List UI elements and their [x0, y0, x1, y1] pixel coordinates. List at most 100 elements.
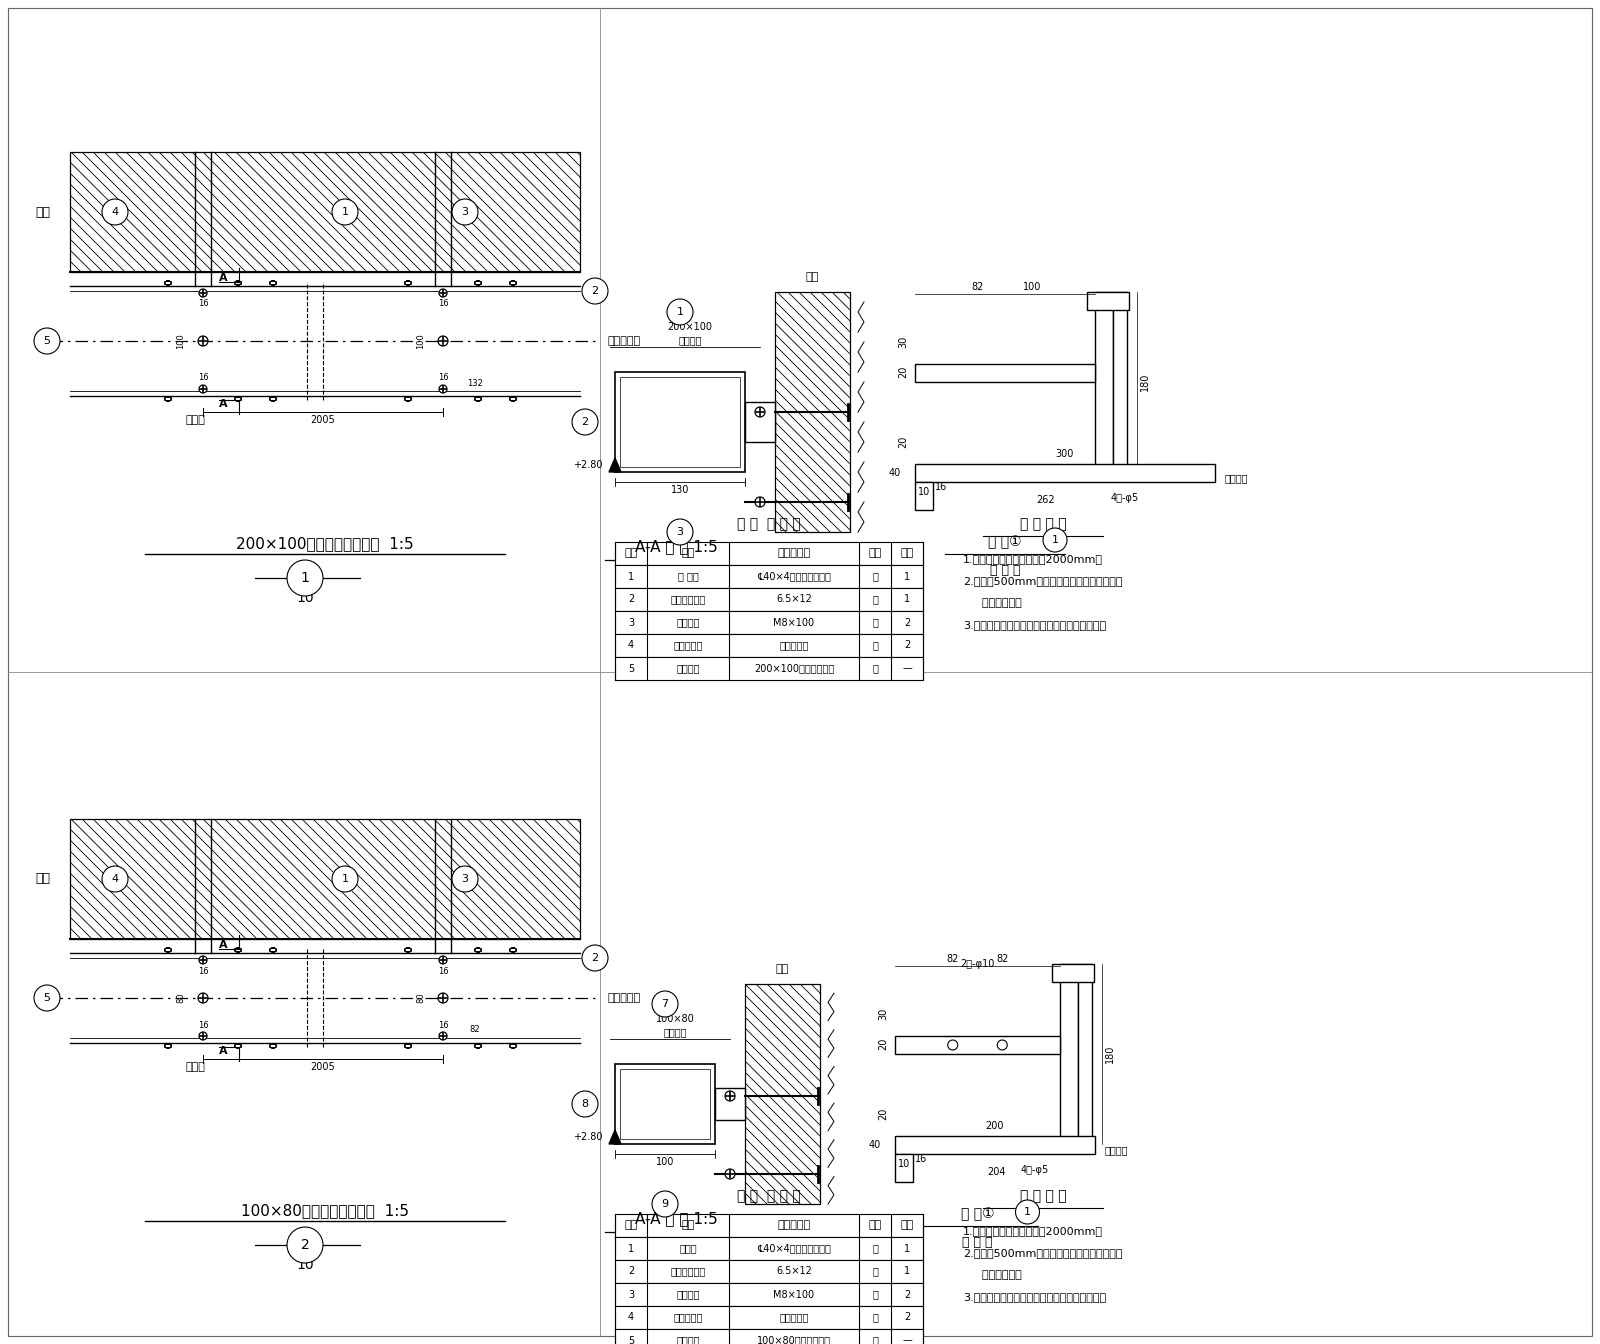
Text: 30: 30 [898, 336, 909, 348]
Circle shape [1043, 528, 1067, 552]
Bar [614, 1064, 715, 1144]
Text: 单位: 单位 [869, 548, 882, 559]
Circle shape [438, 956, 446, 964]
Text: 100×80（镶锌板制）: 100×80（镶锌板制） [757, 1336, 830, 1344]
Text: 个: 个 [872, 1313, 878, 1322]
Circle shape [34, 985, 61, 1011]
Text: 4孔-φ5: 4孔-φ5 [1110, 493, 1139, 503]
Text: 4: 4 [627, 1313, 634, 1322]
Text: 加装悬臂架。: 加装悬臂架。 [974, 598, 1022, 607]
Text: 16: 16 [438, 374, 448, 383]
Text: 2: 2 [627, 594, 634, 605]
Bar [1086, 292, 1130, 310]
Text: 金属线槽: 金属线槽 [677, 664, 699, 673]
Text: 3: 3 [461, 207, 469, 216]
Circle shape [198, 289, 206, 297]
Text: 1.直线段悬臂架安裁间距为2000mm。: 1.直线段悬臂架安裁间距为2000mm。 [963, 1226, 1102, 1236]
Text: 5: 5 [43, 336, 51, 345]
Text: 膨锁螺栓: 膨锁螺栓 [677, 617, 699, 628]
Circle shape [198, 956, 206, 964]
Text: 6.5×12: 6.5×12 [776, 1266, 811, 1277]
Circle shape [34, 328, 61, 353]
Text: 墙体: 墙体 [35, 206, 51, 219]
Circle shape [198, 384, 206, 392]
Text: 3: 3 [677, 527, 683, 538]
Text: 16: 16 [934, 482, 947, 492]
Text: 200×100（镶锌板制）: 200×100（镶锌板制） [754, 664, 834, 673]
Text: —: — [902, 1336, 912, 1344]
Polygon shape [610, 458, 621, 472]
Text: —: — [902, 664, 912, 673]
Text: 截角焊接: 截角焊接 [1106, 1145, 1128, 1154]
Text: 悬 臂 架: 悬 臂 架 [990, 563, 1021, 577]
Text: 40: 40 [869, 1140, 882, 1150]
Text: 300: 300 [1056, 449, 1074, 460]
Bar [915, 464, 1214, 482]
Bar [915, 482, 933, 509]
Text: 加装悬臂架。: 加装悬臂架。 [974, 1270, 1022, 1279]
Text: 5: 5 [627, 1336, 634, 1344]
Text: 7: 7 [661, 999, 669, 1009]
Text: 2孔-φ10: 2孔-φ10 [960, 960, 995, 969]
Text: 2005: 2005 [310, 1062, 336, 1073]
Text: 平头钓尾螺钉: 平头钓尾螺钉 [670, 594, 706, 605]
Text: 100: 100 [1022, 282, 1042, 292]
Text: 4: 4 [627, 641, 634, 650]
Text: 180: 180 [1106, 1044, 1115, 1063]
Text: 100: 100 [656, 1157, 674, 1167]
Text: 130: 130 [670, 485, 690, 495]
Text: 20: 20 [898, 366, 909, 378]
Circle shape [198, 1032, 206, 1040]
Text: A: A [219, 273, 227, 284]
Text: 型号及规格: 型号及规格 [778, 1220, 811, 1231]
Text: 套: 套 [872, 1266, 878, 1277]
Text: 82: 82 [971, 282, 984, 292]
Text: 16: 16 [198, 300, 208, 309]
Bar [614, 589, 923, 612]
Text: 10: 10 [918, 487, 930, 497]
Bar [614, 542, 923, 564]
Bar [1059, 964, 1078, 1144]
Circle shape [653, 1191, 678, 1218]
Bar [1094, 292, 1114, 472]
Text: 2: 2 [592, 953, 598, 964]
Text: A: A [219, 399, 227, 409]
Circle shape [582, 945, 608, 970]
Text: 墙体: 墙体 [35, 872, 51, 886]
Text: 10: 10 [296, 1258, 314, 1271]
Circle shape [573, 1091, 598, 1117]
Text: 1: 1 [904, 571, 910, 582]
Circle shape [286, 560, 323, 595]
Text: 200×100: 200×100 [667, 323, 712, 332]
Text: 1: 1 [627, 1243, 634, 1254]
Bar [614, 1329, 923, 1344]
Text: 82: 82 [997, 954, 1008, 964]
Text: 2: 2 [301, 1238, 309, 1253]
Bar [614, 1284, 923, 1306]
Text: 262: 262 [1037, 495, 1056, 505]
Text: 80: 80 [176, 993, 186, 1004]
Text: 2: 2 [904, 641, 910, 650]
Text: A: A [219, 939, 227, 950]
Circle shape [1016, 1200, 1040, 1224]
Text: 个: 个 [872, 617, 878, 628]
Text: 名称: 名称 [682, 1220, 694, 1231]
Bar [1078, 964, 1091, 1144]
Text: 个: 个 [872, 1289, 878, 1300]
Circle shape [438, 336, 448, 345]
Text: 安 装 说 明: 安 装 说 明 [1019, 517, 1066, 531]
Circle shape [453, 866, 478, 892]
Text: 82: 82 [470, 1025, 480, 1035]
Bar [70, 818, 579, 939]
Text: 80: 80 [416, 993, 426, 1004]
Text: 序号: 序号 [624, 1220, 638, 1231]
Text: 安 装  材 料 表: 安 装 材 料 表 [738, 517, 802, 531]
Circle shape [725, 1091, 734, 1101]
Circle shape [198, 993, 208, 1003]
Bar [746, 402, 774, 442]
Bar [1053, 964, 1094, 982]
Bar [621, 1068, 710, 1138]
Circle shape [333, 199, 358, 224]
Text: 悬 臂 架: 悬 臂 架 [962, 1235, 992, 1249]
Circle shape [755, 407, 765, 417]
